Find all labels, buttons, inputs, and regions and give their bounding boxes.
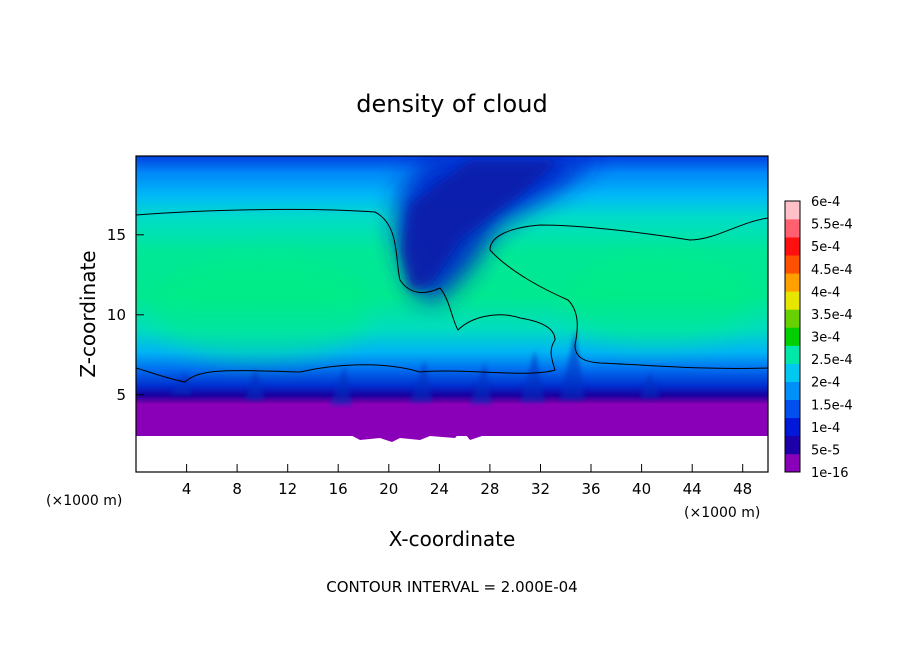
- colorbar-label: 3.5e-4: [811, 308, 853, 323]
- x-tick-label: 44: [683, 480, 702, 498]
- colorbar-swatch: [785, 201, 800, 220]
- x-tick-label: 48: [733, 480, 752, 498]
- colorbar-swatch: [785, 291, 800, 310]
- y-tick-label: 15: [107, 226, 126, 244]
- x-tick-label: 32: [531, 480, 550, 498]
- colorbar-label: 2.5e-4: [811, 353, 853, 368]
- x-tick-label: 28: [480, 480, 499, 498]
- colorbar-swatch: [785, 363, 800, 382]
- colorbar-swatch: [785, 219, 800, 238]
- colorbar: [784, 200, 801, 473]
- cloud-base: [136, 420, 768, 442]
- colorbar-label: 5e-5: [811, 443, 840, 458]
- x-tick-label: 16: [329, 480, 348, 498]
- colorbar-label: 1e-16: [811, 466, 849, 481]
- chart-title: density of cloud: [356, 90, 547, 118]
- contour-interval-note: CONTOUR INTERVAL = 2.000E-04: [326, 578, 577, 596]
- colorbar-label: 1e-4: [811, 421, 840, 436]
- colorbar-swatch: [785, 417, 800, 437]
- y-tick-label: 5: [116, 386, 126, 404]
- colorbar-swatch: [785, 453, 800, 473]
- colorbar-label: 5.5e-4: [811, 218, 853, 233]
- contour-line-2e-4: [136, 208, 556, 383]
- colorbar-label: 5e-4: [811, 240, 840, 255]
- plot-area: [136, 156, 768, 472]
- x-tick-label: 4: [182, 480, 192, 498]
- colorbar-swatch: [785, 435, 800, 455]
- x-tick-label: 8: [232, 480, 242, 498]
- colorbar-swatch: [785, 381, 800, 401]
- x-axis-label: X-coordinate: [389, 527, 516, 551]
- y-tick-label: 10: [107, 306, 126, 324]
- colorbar-swatch: [785, 399, 800, 419]
- colorbar-swatch: [785, 309, 800, 328]
- x-tick-label: 36: [581, 480, 600, 498]
- x-tick-label: 20: [379, 480, 398, 498]
- colorbar-frame: [784, 200, 801, 473]
- x-tick-label: 40: [632, 480, 651, 498]
- x-tick-label: 12: [278, 480, 297, 498]
- colorbar-swatch: [785, 345, 800, 364]
- colorbar-swatch: [785, 255, 800, 274]
- y-axis-label: Z-coordinate: [76, 250, 100, 377]
- x-tick-label: 24: [430, 480, 449, 498]
- x-unit-left: (×1000 m): [46, 493, 122, 509]
- colorbar-swatch: [785, 273, 800, 292]
- colorbar-label: 6e-4: [811, 195, 840, 210]
- colorbar-label: 2e-4: [811, 376, 840, 391]
- colorbar-label: 1.5e-4: [811, 398, 853, 413]
- colorbar-label: 3e-4: [811, 331, 840, 346]
- colorbar-swatch: [785, 237, 800, 256]
- colorbar-label: 4.5e-4: [811, 263, 853, 278]
- x-axis: [186, 464, 744, 472]
- y-axis: [136, 234, 144, 396]
- colorbar-swatch: [785, 327, 800, 346]
- colorbar-label: 4e-4: [811, 285, 840, 300]
- x-unit-right: (×1000 m): [684, 505, 760, 521]
